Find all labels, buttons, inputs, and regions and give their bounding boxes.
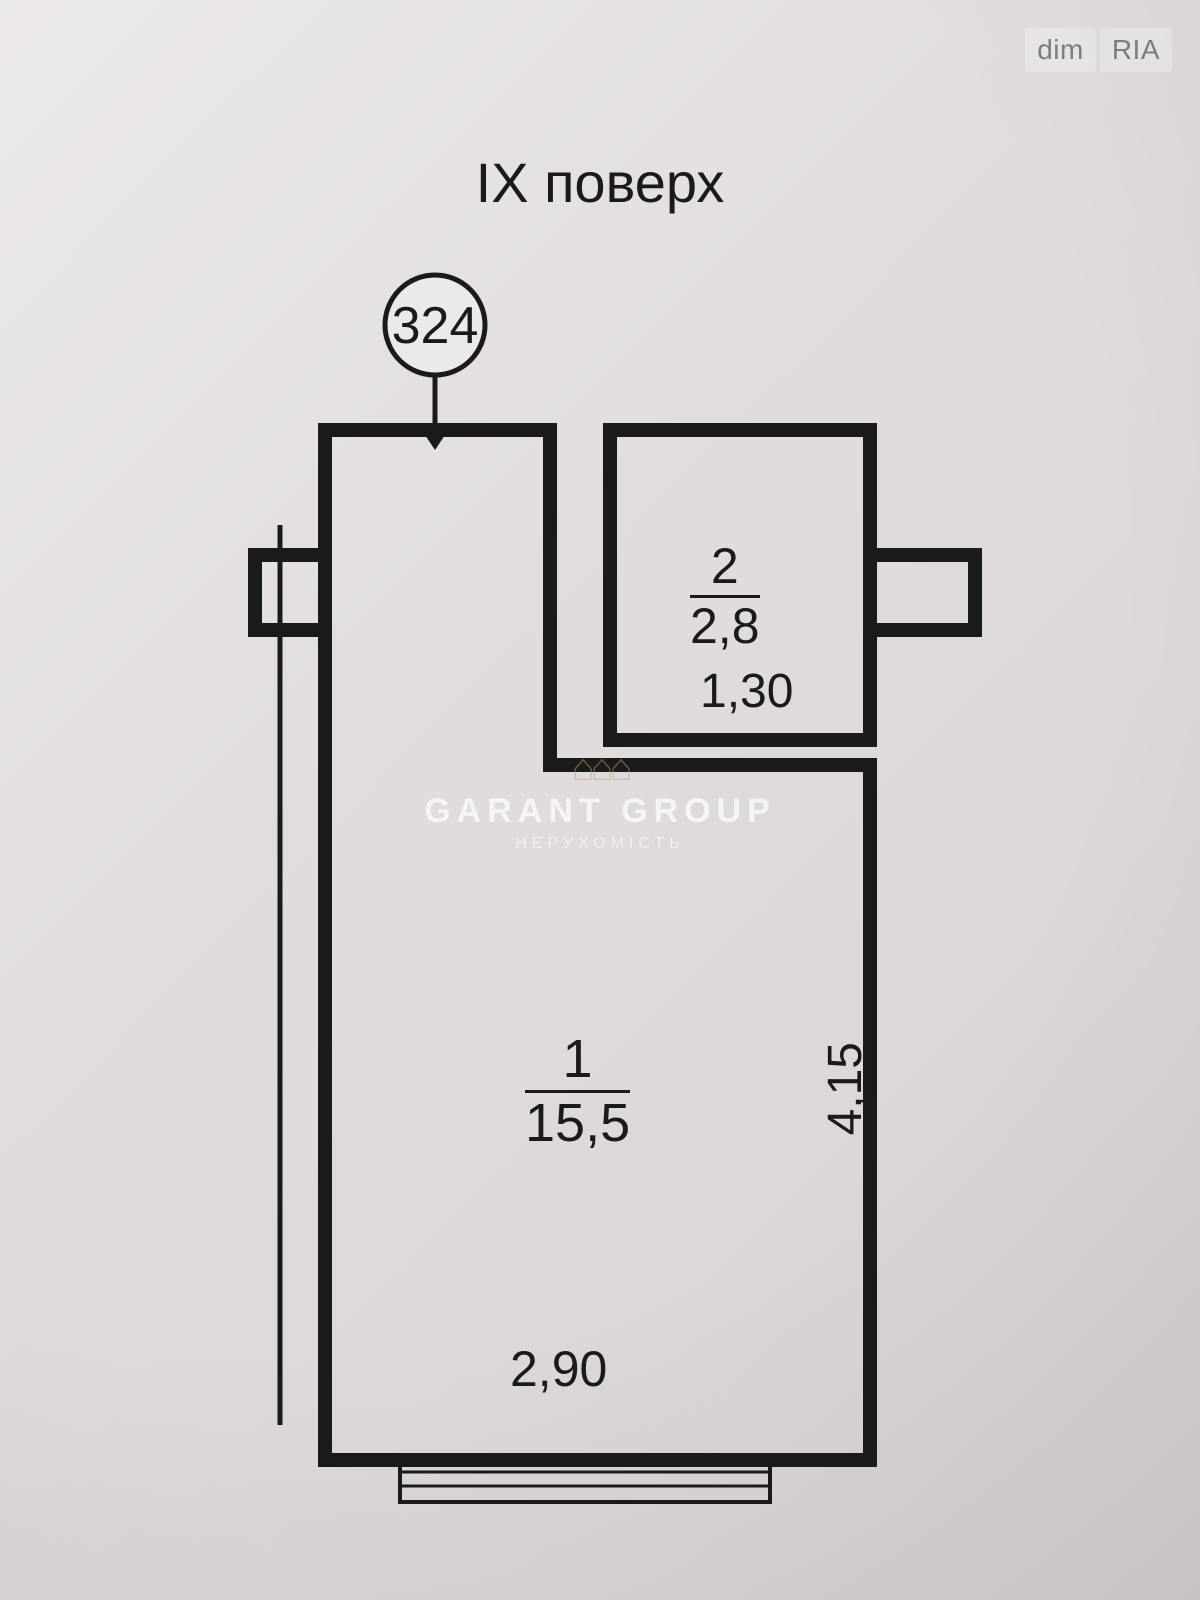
page: IX поверх 324 115,522,81,302,904,15 ⌂⌂⌂ … [0, 0, 1200, 1600]
watermark-badge-2: RIA [1100, 28, 1172, 72]
dimension-label: 115,5 [525, 1031, 630, 1154]
watermark-badge: dim RIA [1025, 28, 1172, 72]
dimension-label: 22,8 [690, 540, 760, 655]
dimension-label: 1,30 [700, 664, 793, 719]
dimension-label: 4,15 [818, 1042, 873, 1147]
dimension-label: 2,90 [510, 1340, 607, 1398]
watermark-badge-1: dim [1025, 28, 1096, 72]
svg-text:324: 324 [392, 297, 479, 355]
